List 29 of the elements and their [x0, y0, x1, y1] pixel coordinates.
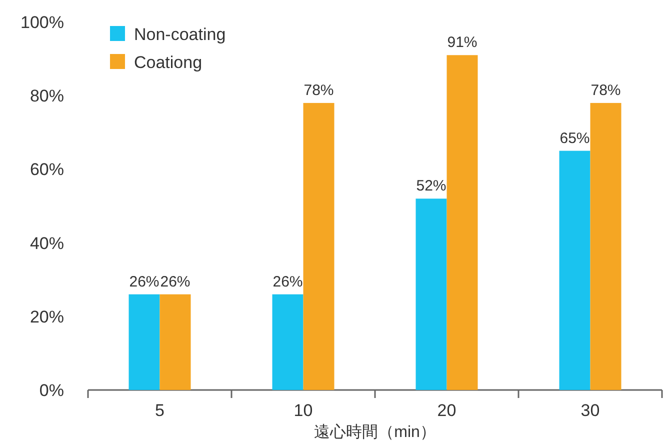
- y-tick-label: 60%: [30, 160, 64, 180]
- bar: [303, 102, 334, 390]
- x-axis-title: 遠心時間（min）: [314, 423, 436, 441]
- bar: [272, 294, 304, 390]
- legend-label: Non-coating: [134, 25, 226, 44]
- data-label: 65%: [560, 130, 590, 147]
- bar: [446, 55, 478, 390]
- y-tick-label: 100%: [20, 13, 64, 32]
- data-label: 78%: [304, 82, 334, 99]
- bar: [128, 294, 160, 390]
- y-tick-label: 40%: [30, 234, 64, 253]
- data-label: 26%: [160, 273, 190, 290]
- data-label: 91%: [447, 34, 478, 52]
- data-label: 78%: [590, 82, 621, 99]
- data-label: 26%: [272, 273, 303, 290]
- data-label: 52%: [416, 178, 446, 195]
- bar: [416, 198, 447, 390]
- legend-label: Coationg: [134, 53, 202, 72]
- bar: [559, 150, 590, 390]
- x-tick-label: 10: [294, 401, 313, 420]
- x-tick-label: 5: [155, 401, 164, 420]
- data-label: 26%: [129, 273, 160, 290]
- x-tick-label: 30: [580, 401, 600, 420]
- y-tick-label: 20%: [30, 307, 64, 326]
- bar: [160, 294, 191, 390]
- y-tick-label: 80%: [30, 86, 64, 106]
- bar: [590, 102, 622, 390]
- y-tick-label: 0%: [39, 381, 64, 400]
- x-tick-label: 20: [437, 401, 456, 420]
